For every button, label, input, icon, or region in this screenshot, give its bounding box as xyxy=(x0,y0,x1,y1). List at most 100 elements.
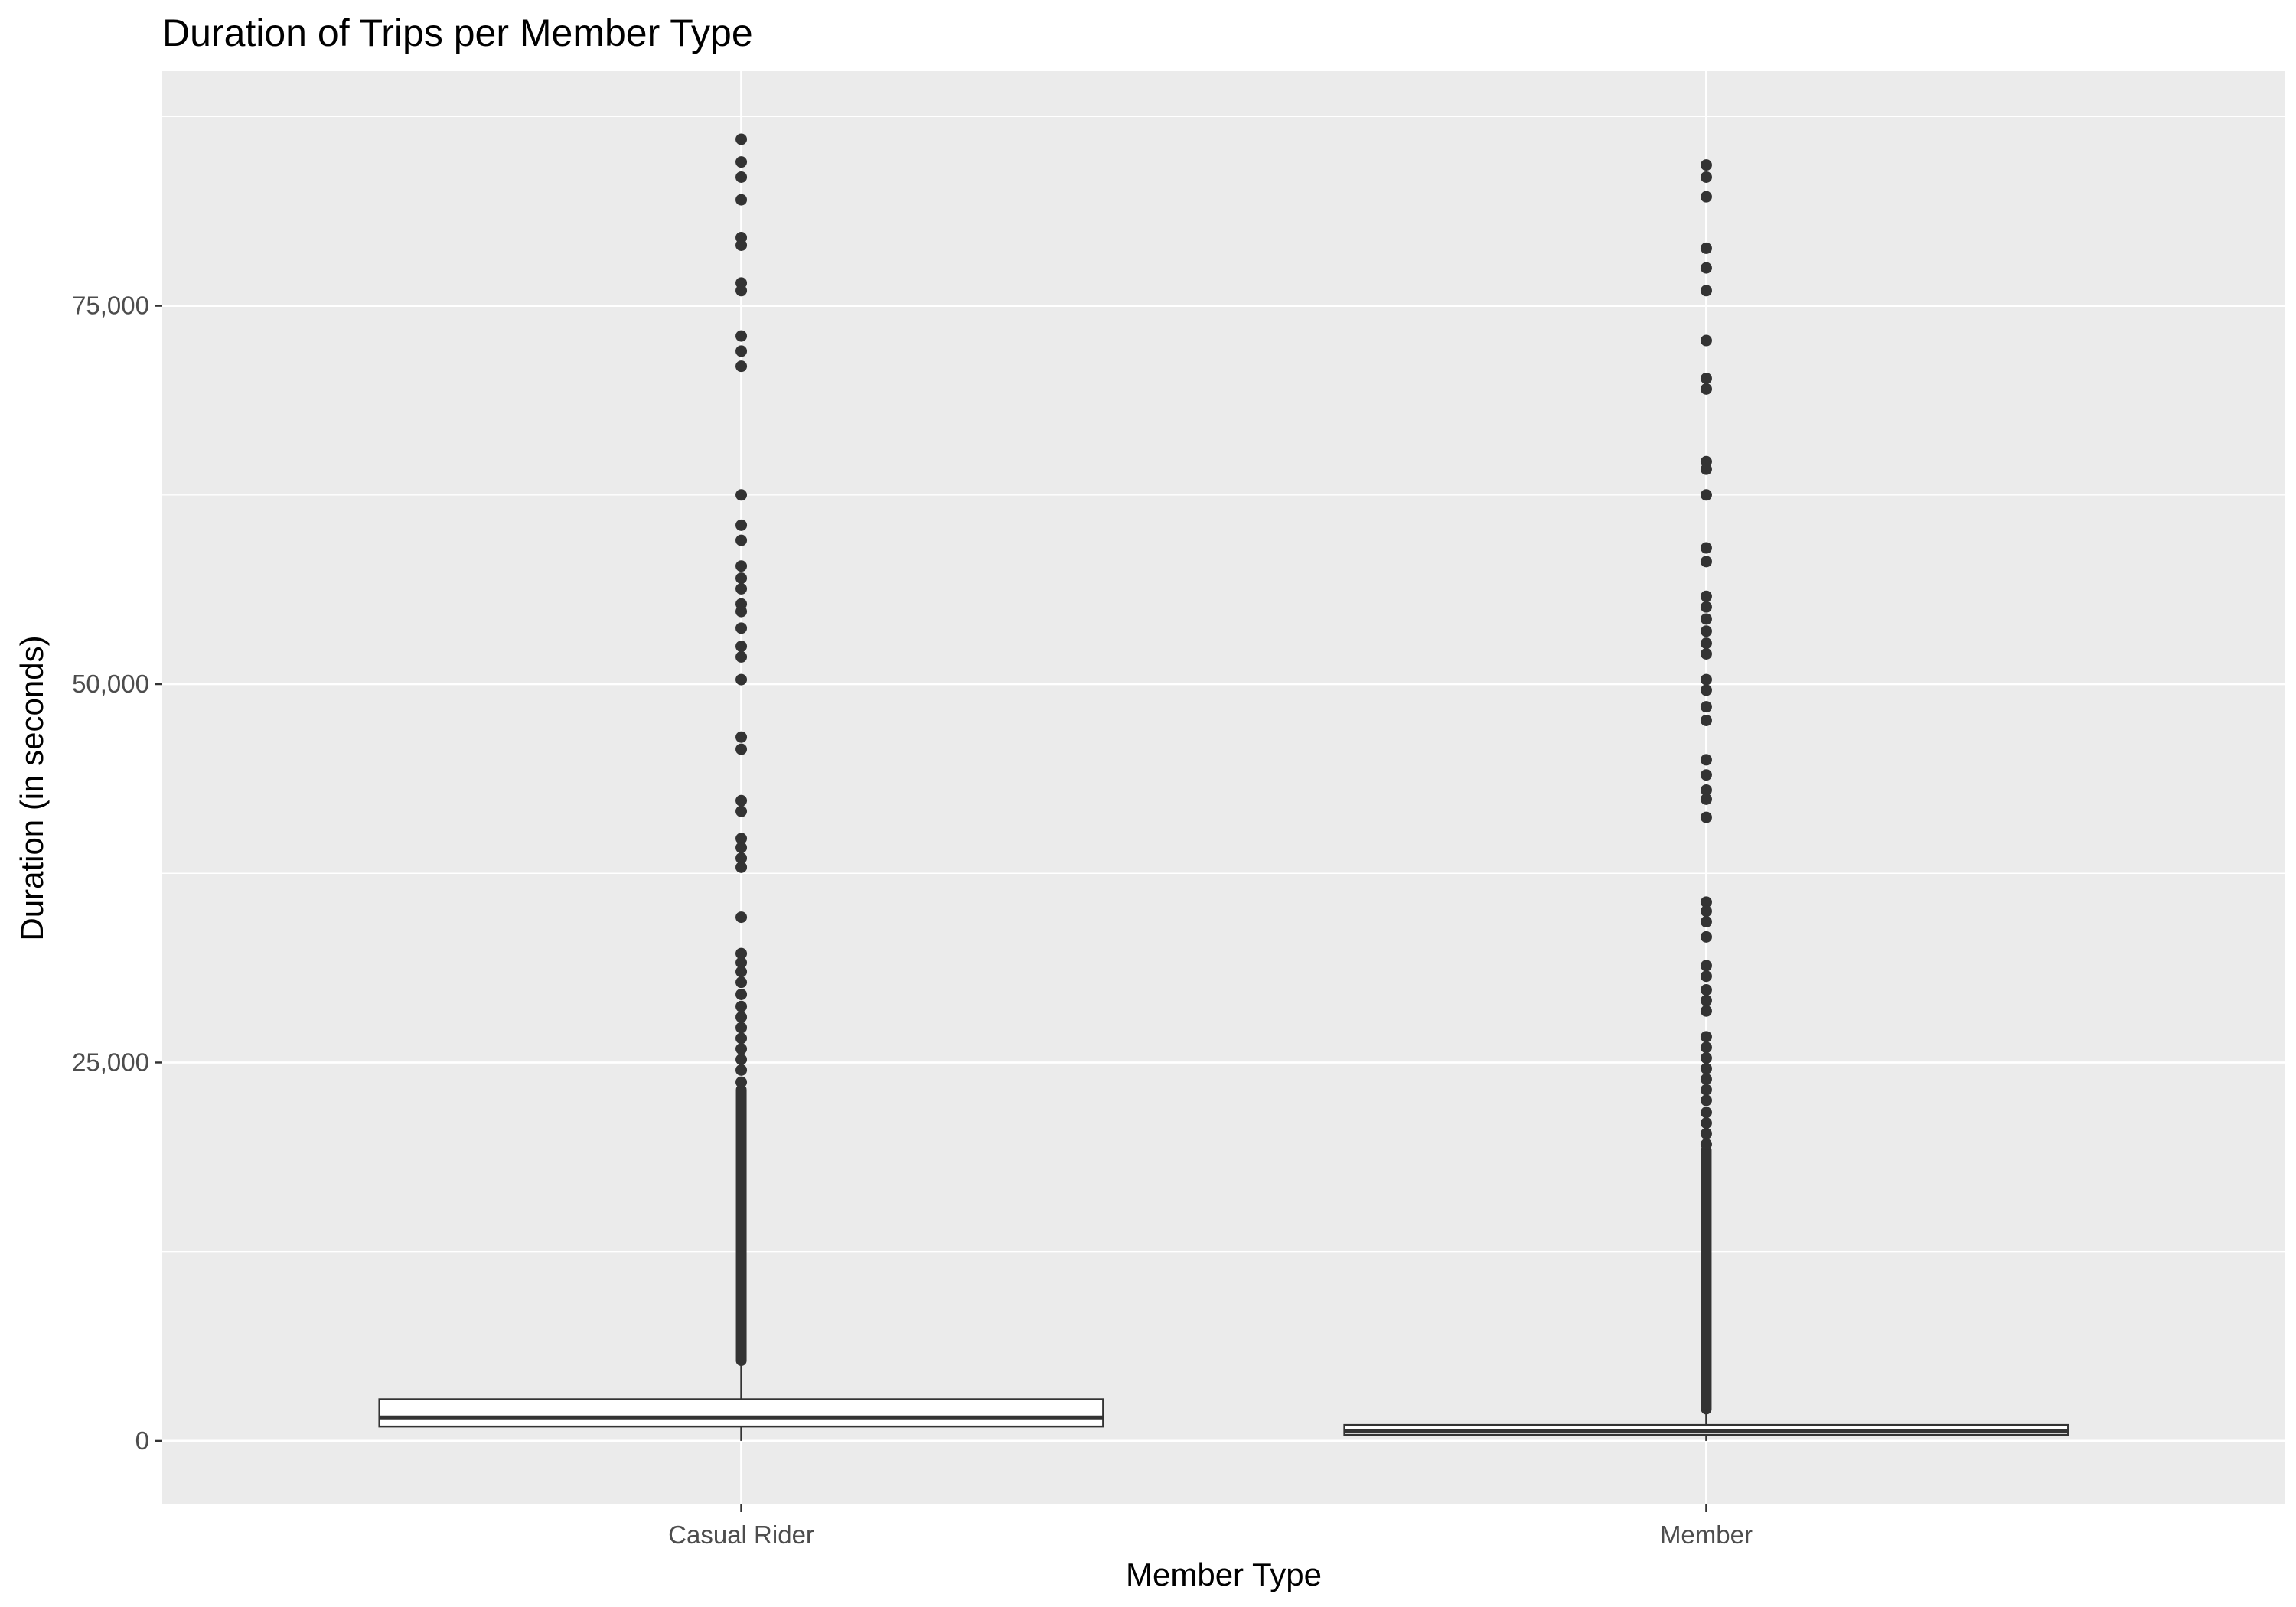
y-tick-label: 75,000 xyxy=(72,292,149,320)
outlier-point xyxy=(735,582,748,595)
outlier-point xyxy=(1700,647,1712,660)
y-axis-ticks: 0 25,000 50,000 75,000 xyxy=(72,292,162,1455)
outlier-point xyxy=(1700,159,1712,171)
outlier-point xyxy=(735,1022,748,1034)
outlier-point xyxy=(1700,1073,1712,1085)
outlier-point xyxy=(735,1032,748,1045)
boxplot-series xyxy=(378,133,2069,1441)
outlier-point xyxy=(1700,556,1712,568)
outlier-point xyxy=(735,194,748,206)
outlier-point xyxy=(1700,1107,1712,1119)
outlier-point xyxy=(1700,960,1712,972)
outlier-point xyxy=(1700,383,1712,395)
outlier-point xyxy=(1700,1084,1712,1096)
box-casual-rider xyxy=(378,133,1104,1441)
outlier-point xyxy=(1700,637,1712,650)
outlier-point xyxy=(735,1043,748,1055)
outlier-point xyxy=(1700,905,1712,918)
outlier-point xyxy=(735,805,748,817)
outlier-point xyxy=(1700,542,1712,554)
outlier-point xyxy=(735,988,748,1000)
outlier-point xyxy=(1700,489,1712,501)
outlier-point xyxy=(735,1064,748,1076)
outlier-point xyxy=(735,156,748,168)
outlier-point xyxy=(735,605,748,618)
outlier-point xyxy=(1700,1138,1712,1150)
outlier-point xyxy=(1700,262,1712,274)
outlier-point xyxy=(1700,984,1712,996)
outlier-point xyxy=(1700,334,1712,347)
dense-outlier-band xyxy=(735,1084,747,1367)
dense-outlier-band xyxy=(1701,1145,1712,1415)
outlier-point xyxy=(1700,931,1712,943)
outlier-point xyxy=(1700,916,1712,928)
outlier-point xyxy=(735,852,748,864)
minor-gridlines xyxy=(162,116,2285,1253)
outlier-point xyxy=(735,534,748,546)
outlier-point xyxy=(735,560,748,572)
outlier-point xyxy=(735,330,748,342)
outlier-point xyxy=(1700,242,1712,254)
outlier-point xyxy=(1700,625,1712,637)
outlier-point xyxy=(735,622,748,634)
outlier-point xyxy=(1700,793,1712,805)
outlier-point xyxy=(1700,372,1712,384)
outlier-point xyxy=(735,957,748,969)
outlier-point xyxy=(735,285,748,297)
outlier-point xyxy=(1700,463,1712,475)
outlier-point xyxy=(735,911,748,924)
outlier-point xyxy=(1700,1127,1712,1139)
outlier-point xyxy=(735,1011,748,1023)
outlier-point xyxy=(735,489,748,501)
outlier-point xyxy=(1700,590,1712,602)
y-tick-label: 50,000 xyxy=(72,670,149,698)
outlier-point xyxy=(1700,714,1712,726)
outlier-point xyxy=(1700,896,1712,908)
outlier-point xyxy=(735,673,748,686)
outlier-point xyxy=(735,976,748,989)
outlier-point xyxy=(1700,701,1712,713)
y-tick-label: 0 xyxy=(135,1426,149,1455)
x-tick-label: Member xyxy=(1660,1521,1753,1549)
outlier-point xyxy=(735,731,748,743)
outlier-point xyxy=(1700,601,1712,613)
outlier-point xyxy=(1700,1117,1712,1129)
outlier-point xyxy=(1700,1005,1712,1017)
outlier-point xyxy=(735,239,748,251)
outlier-point xyxy=(735,519,748,531)
outlier-point xyxy=(735,861,748,873)
outlier-point xyxy=(735,743,748,755)
outlier-point xyxy=(1700,1094,1712,1107)
outlier-point xyxy=(735,1000,748,1012)
outlier-point xyxy=(1700,1041,1712,1054)
outlier-point xyxy=(1700,171,1712,183)
outlier-point xyxy=(1700,684,1712,696)
outlier-point xyxy=(1700,754,1712,766)
outlier-point xyxy=(1700,970,1712,983)
outlier-point xyxy=(735,947,748,960)
outlier-point xyxy=(735,966,748,978)
outlier-point xyxy=(735,833,748,845)
plot-panel xyxy=(162,71,2285,1504)
x-axis-ticks: Casual Rider Member xyxy=(668,1504,1753,1549)
box-iqr xyxy=(378,1398,1104,1428)
chart-title: Duration of Trips per Member Type xyxy=(162,11,753,54)
outlier-point xyxy=(735,345,748,357)
outlier-point xyxy=(1700,613,1712,625)
outlier-point xyxy=(735,641,748,653)
x-tick-label: Casual Rider xyxy=(668,1521,814,1549)
x-axis-title: Member Type xyxy=(1126,1556,1322,1592)
outlier-point xyxy=(1700,191,1712,203)
outlier-point xyxy=(735,1076,748,1088)
outlier-point xyxy=(1700,1031,1712,1043)
outlier-point xyxy=(1700,673,1712,686)
box-member xyxy=(1343,159,2069,1441)
outlier-point xyxy=(735,650,748,663)
outlier-point xyxy=(735,133,748,145)
y-axis-title: Duration (in seconds) xyxy=(14,635,50,940)
outlier-point xyxy=(1700,769,1712,781)
outlier-point xyxy=(1700,1062,1712,1074)
outlier-point xyxy=(735,794,748,807)
outlier-point xyxy=(735,360,748,373)
